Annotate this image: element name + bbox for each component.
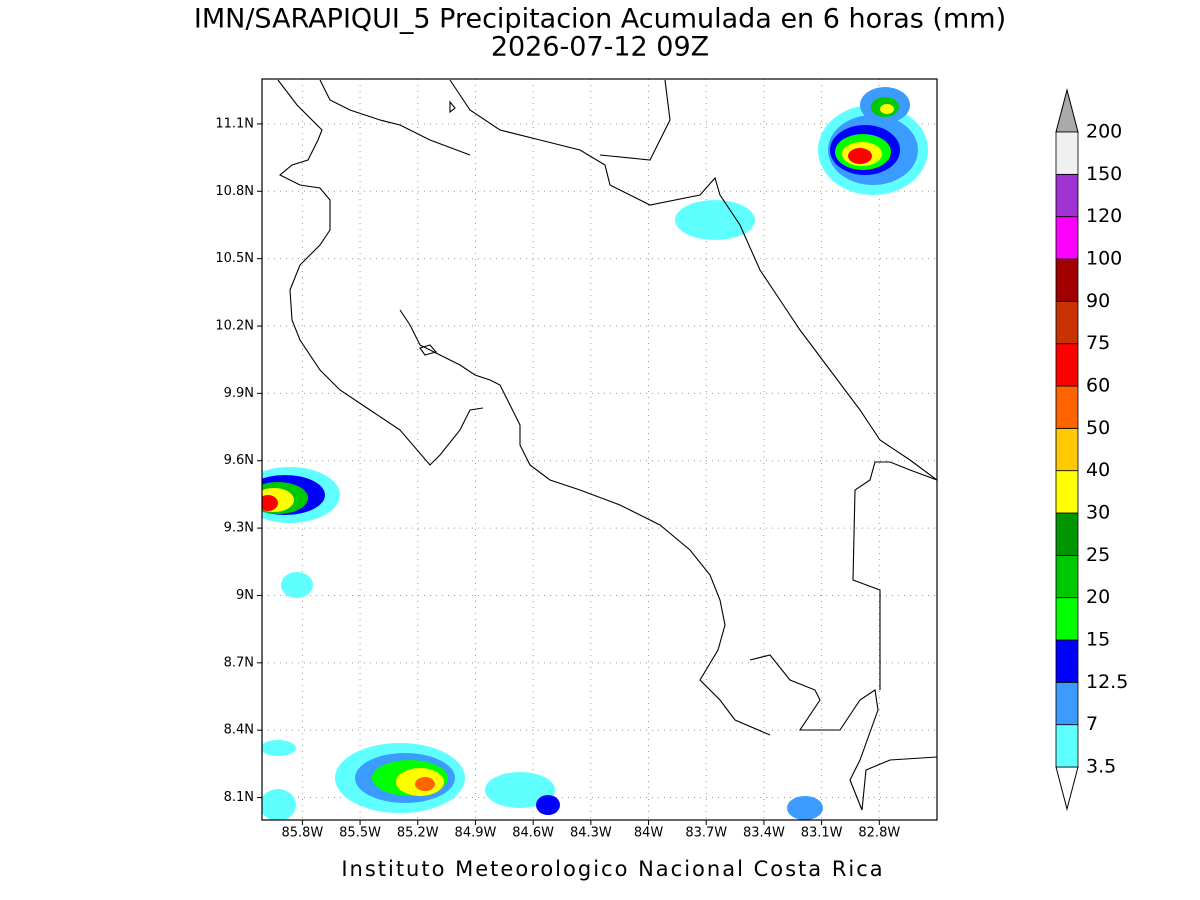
colorbar-label: 20 xyxy=(1086,586,1110,608)
y-tick-label: 9N xyxy=(236,588,254,603)
colorbar-band xyxy=(1055,216,1079,260)
coastline xyxy=(277,79,937,811)
colorbar-band xyxy=(1055,470,1079,514)
precip-field xyxy=(262,87,928,820)
colorbar-band xyxy=(1055,131,1079,175)
x-tick-label: 85.2W xyxy=(397,826,439,841)
colorbar-over xyxy=(1055,88,1079,133)
footer: Instituto Meteorologico Nacional Costa R… xyxy=(341,857,884,881)
y-tick-label: 9.9N xyxy=(224,386,254,401)
colorbar-label: 50 xyxy=(1086,417,1110,439)
x-tick-label: 84W xyxy=(634,826,664,841)
y-tick-label: 10.8N xyxy=(215,184,254,199)
y-tick-label: 9.3N xyxy=(224,521,254,536)
map-frame xyxy=(261,78,938,821)
colorbar-label: 30 xyxy=(1086,502,1110,524)
colorbar-band xyxy=(1055,385,1079,429)
colorbar-label: 90 xyxy=(1086,290,1110,312)
colorbar-band xyxy=(1055,681,1079,726)
colorbar-label: 25 xyxy=(1086,544,1110,566)
colorbar-band xyxy=(1055,300,1079,345)
map-title: IMN/SARAPIQUI_5 Precipitacion Acumulada … xyxy=(194,4,1006,35)
colorbar-label: 120 xyxy=(1086,205,1122,227)
colorbar-band xyxy=(1055,597,1079,641)
x-tick-label: 84.6W xyxy=(512,826,554,841)
colorbar-label: 3.5 xyxy=(1086,756,1116,778)
y-tick-label: 8.4N xyxy=(224,723,254,738)
grid-layer xyxy=(262,79,937,820)
colorbar-label: 150 xyxy=(1086,163,1122,185)
x-tick-label: 83.4W xyxy=(743,826,785,841)
colorbar-label: 7 xyxy=(1086,713,1098,735)
x-tick-label: 84.9W xyxy=(455,826,497,841)
x-tick-label: 84.3W xyxy=(570,826,612,841)
x-tick-label: 83.7W xyxy=(685,826,727,841)
colorbar-label: 200 xyxy=(1086,121,1122,143)
y-tick-label: 8.1N xyxy=(224,790,254,805)
colorbar: 3.5 7 12.5 15 20 25 30 40 50 60 75 90 100 120 150 200 xyxy=(1055,88,1128,811)
x-tick-label: 85.8W xyxy=(281,826,323,841)
x-tick-label: 83.1W xyxy=(801,826,843,841)
colorbar-band xyxy=(1055,427,1079,472)
y-tick-label: 11.1N xyxy=(215,116,254,131)
colorbar-label: 60 xyxy=(1086,375,1110,397)
colorbar-band xyxy=(1055,724,1079,768)
x-tick-label: 85.5W xyxy=(339,826,381,841)
colorbar-band xyxy=(1055,554,1079,599)
y-tick-label: 10.5N xyxy=(215,251,254,266)
y-tick-label: 8.7N xyxy=(224,655,254,670)
x-tick-label: 82.8W xyxy=(858,826,900,841)
y-tick-label: 9.6N xyxy=(224,453,254,468)
colorbar-band xyxy=(1055,639,1079,683)
colorbar-label: 15 xyxy=(1086,629,1110,651)
colorbar-label: 40 xyxy=(1086,459,1110,481)
y-tick-label: 10.2N xyxy=(215,319,254,334)
colorbar-label: 75 xyxy=(1086,332,1110,354)
colorbar-under xyxy=(1055,766,1079,811)
colorbar-label: 100 xyxy=(1086,248,1122,270)
colorbar-band xyxy=(1055,173,1079,218)
colorbar-label: 12.5 xyxy=(1086,671,1128,693)
map-subtitle: 2026-07-12 09Z xyxy=(491,32,709,63)
colorbar-band xyxy=(1055,258,1079,302)
colorbar-band xyxy=(1055,343,1079,387)
colorbar-band xyxy=(1055,512,1079,556)
